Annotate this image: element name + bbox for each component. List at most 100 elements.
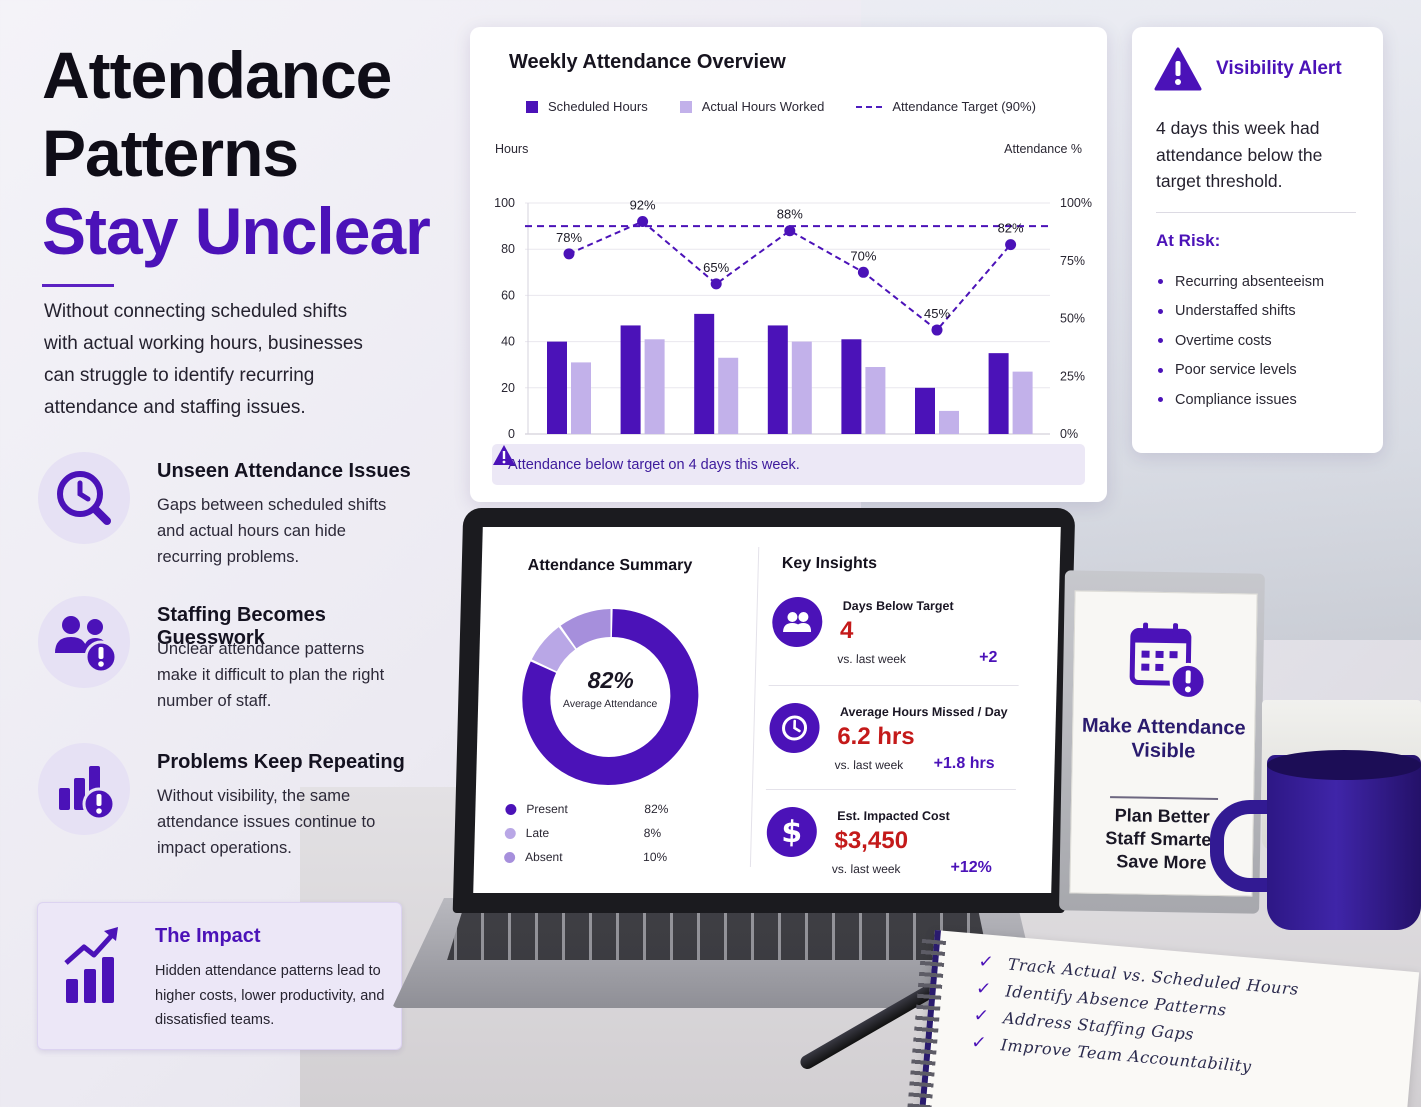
check-icon: ✓ xyxy=(975,977,993,1001)
bar-scheduled xyxy=(915,387,935,434)
headline: Attendance Patterns Stay Unclear xyxy=(42,36,462,287)
headline-line-3: Stay Unclear xyxy=(42,194,431,268)
kpi-delta: +2 xyxy=(978,649,998,666)
donut-label: Average Attendance xyxy=(562,698,658,710)
sign-title: Make Attendance Visible xyxy=(1081,714,1246,763)
x-tick-label: Thu xyxy=(779,441,801,442)
kpi-delta: +12% xyxy=(950,859,993,876)
list-item: Poor service levels xyxy=(1156,356,1324,386)
kpi-value: 4 xyxy=(839,617,854,644)
x-tick-label: Tue xyxy=(632,441,654,442)
trend-up-icon xyxy=(62,921,126,1016)
attendance-data-label: 92% xyxy=(630,197,656,212)
issue-desc: Gaps between scheduled shifts and actual… xyxy=(157,496,387,566)
summary-title: Attendance Summary xyxy=(527,557,693,574)
kpi-hours-missed: Average Hours Missed / Day 6.2 hrs vs. l… xyxy=(768,703,1021,803)
bar-actual xyxy=(1012,371,1033,434)
issue-problems-repeating: Problems Keep Repeating Without visibili… xyxy=(38,743,438,863)
y-tick-label: 80 xyxy=(501,242,515,256)
donut-slice-present xyxy=(522,609,699,785)
insights-title: Key Insights xyxy=(781,555,878,572)
kpi-days-below-target: Days Below Target 4 vs. last week +2 xyxy=(770,597,1023,697)
clock-icon xyxy=(768,703,821,753)
at-risk-list: Recurring absenteeism Understaffed shift… xyxy=(1156,267,1324,415)
kpi-value: 6.2 hrs xyxy=(836,723,916,750)
y2-tick-label: 0% xyxy=(1060,427,1078,441)
notepad-checklist: ✓ Track Actual vs. Scheduled Hours ✓ Ident… xyxy=(970,948,1300,1084)
dollar-icon: $ xyxy=(766,807,818,857)
y-tick-label: 20 xyxy=(501,381,515,395)
donut-value: 82% xyxy=(587,667,635,693)
bar-alert-icon xyxy=(38,743,130,835)
donut-legend: Present 82% Late 8% Absent 10% xyxy=(504,797,696,869)
attendance-point xyxy=(931,324,943,336)
coffee-mug xyxy=(1267,755,1421,930)
legend-target: Attendance Target (90%) xyxy=(856,99,1036,114)
impact-desc: Hidden attendance patterns lead to highe… xyxy=(155,963,385,1028)
issue-desc: Without visibility, the same attendance … xyxy=(157,787,376,857)
attendance-point xyxy=(637,215,649,227)
kpi-impacted-cost: $ Est. Impacted Cost $3,450 vs. last wee… xyxy=(765,807,1018,893)
issue-staffing-guesswork: Staffing Becomes Guesswork Unclear atten… xyxy=(38,596,438,716)
clock-search-icon xyxy=(38,452,130,544)
x-tick-label: Sun xyxy=(999,441,1022,442)
attendance-data-label: 82% xyxy=(998,221,1024,236)
intro-paragraph: Without connecting scheduled shifts with… xyxy=(44,301,363,418)
y-tick-label: 100 xyxy=(494,196,515,210)
bar-actual xyxy=(865,367,886,434)
alert-triangle-icon xyxy=(1154,47,1202,91)
kpi-sub: vs. last week xyxy=(837,652,907,666)
x-tick-label: Fri xyxy=(856,441,871,442)
y-tick-label: 0 xyxy=(508,427,515,441)
attendance-data-label: 70% xyxy=(850,248,876,263)
issue-desc: Unclear attendance patterns make it diff… xyxy=(157,640,385,710)
issue-title: Problems Keep Repeating xyxy=(157,751,405,773)
attendance-point xyxy=(710,278,722,290)
check-icon: ✓ xyxy=(972,1004,991,1028)
bar-actual xyxy=(939,410,959,434)
attendance-donut xyxy=(522,609,699,785)
kpi-label: Est. Impacted Cost xyxy=(837,809,950,823)
legend-actual: Actual Hours Worked xyxy=(679,99,824,114)
weekly-attendance-card: Weekly Attendance Overview Scheduled Hou… xyxy=(470,27,1107,502)
y2-axis-label: Attendance % xyxy=(1004,142,1082,156)
people-icon xyxy=(771,597,823,647)
check-icon: ✓ xyxy=(977,950,995,974)
attendance-data-label: 78% xyxy=(556,230,582,245)
attendance-point xyxy=(784,225,796,237)
y2-tick-label: 50% xyxy=(1060,312,1085,326)
attendance-data-label: 45% xyxy=(924,306,950,321)
list-item: Recurring absenteeism xyxy=(1156,267,1324,297)
attendance-data-label: 65% xyxy=(703,260,729,275)
kpi-delta: +1.8 hrs xyxy=(933,755,995,772)
chart-note-text: Attendance below target on 4 days this w… xyxy=(508,456,800,473)
list-item: Understaffed shifts xyxy=(1156,297,1324,327)
alert-message: 4 days this week had attendance below th… xyxy=(1156,118,1323,191)
issue-title: Unseen Attendance Issues xyxy=(157,460,411,482)
bar-scheduled xyxy=(694,313,715,434)
bar-actual xyxy=(718,357,739,434)
sign-divider xyxy=(1110,796,1219,800)
visibility-alert-card: Visibility Alert 4 days this week had at… xyxy=(1132,27,1383,453)
check-icon: ✓ xyxy=(970,1031,988,1054)
x-tick-label: Sat xyxy=(927,441,947,442)
laptop-keyboard xyxy=(447,905,989,960)
impact-title: The Impact xyxy=(155,925,261,947)
attendance-point xyxy=(857,266,869,278)
bar-scheduled xyxy=(841,339,862,434)
headline-line-2: Patterns xyxy=(42,116,299,190)
headline-divider xyxy=(42,284,114,287)
screen-divider xyxy=(749,547,760,867)
issue-unseen-attendance: Unseen Attendance Issues Gaps between sc… xyxy=(38,452,438,572)
list-item: Compliance issues xyxy=(1156,385,1324,415)
y2-tick-label: 100% xyxy=(1060,196,1092,210)
legend-scheduled: Scheduled Hours xyxy=(526,99,648,114)
bar-scheduled xyxy=(547,341,567,434)
kpi-label: Days Below Target xyxy=(842,599,954,613)
donut-center: 82% Average Attendance xyxy=(560,667,661,710)
calendar-alert-icon xyxy=(1128,618,1208,706)
staff-alert-icon xyxy=(38,596,130,688)
bar-actual xyxy=(571,362,591,434)
issue-title: Staffing Becomes Guesswork xyxy=(157,604,326,649)
x-tick-label: Wed xyxy=(703,441,730,442)
